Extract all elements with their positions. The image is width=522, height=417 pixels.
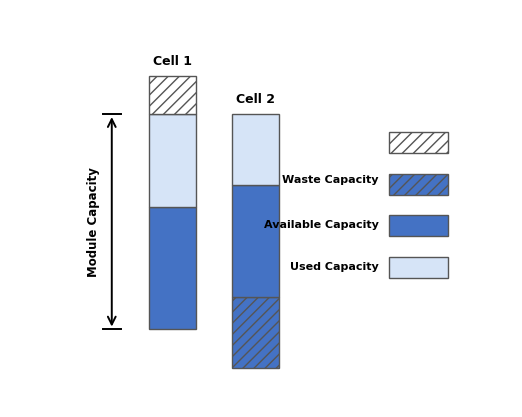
Bar	[232, 185, 279, 297]
Text: Module Capacity: Module Capacity	[87, 167, 100, 277]
Text: Cell 2: Cell 2	[236, 93, 275, 106]
Bar	[389, 132, 447, 153]
Bar	[232, 114, 279, 185]
Bar	[149, 114, 196, 207]
Text: Cell 1: Cell 1	[153, 55, 192, 68]
Text: Available Capacity: Available Capacity	[264, 220, 379, 230]
Bar	[149, 76, 196, 114]
Text: Used Capacity: Used Capacity	[290, 262, 379, 272]
Bar	[389, 257, 447, 278]
Text: Waste Capacity: Waste Capacity	[282, 175, 379, 185]
Bar	[389, 173, 447, 194]
Bar	[232, 297, 279, 368]
Bar	[389, 216, 447, 236]
Bar	[149, 207, 196, 329]
